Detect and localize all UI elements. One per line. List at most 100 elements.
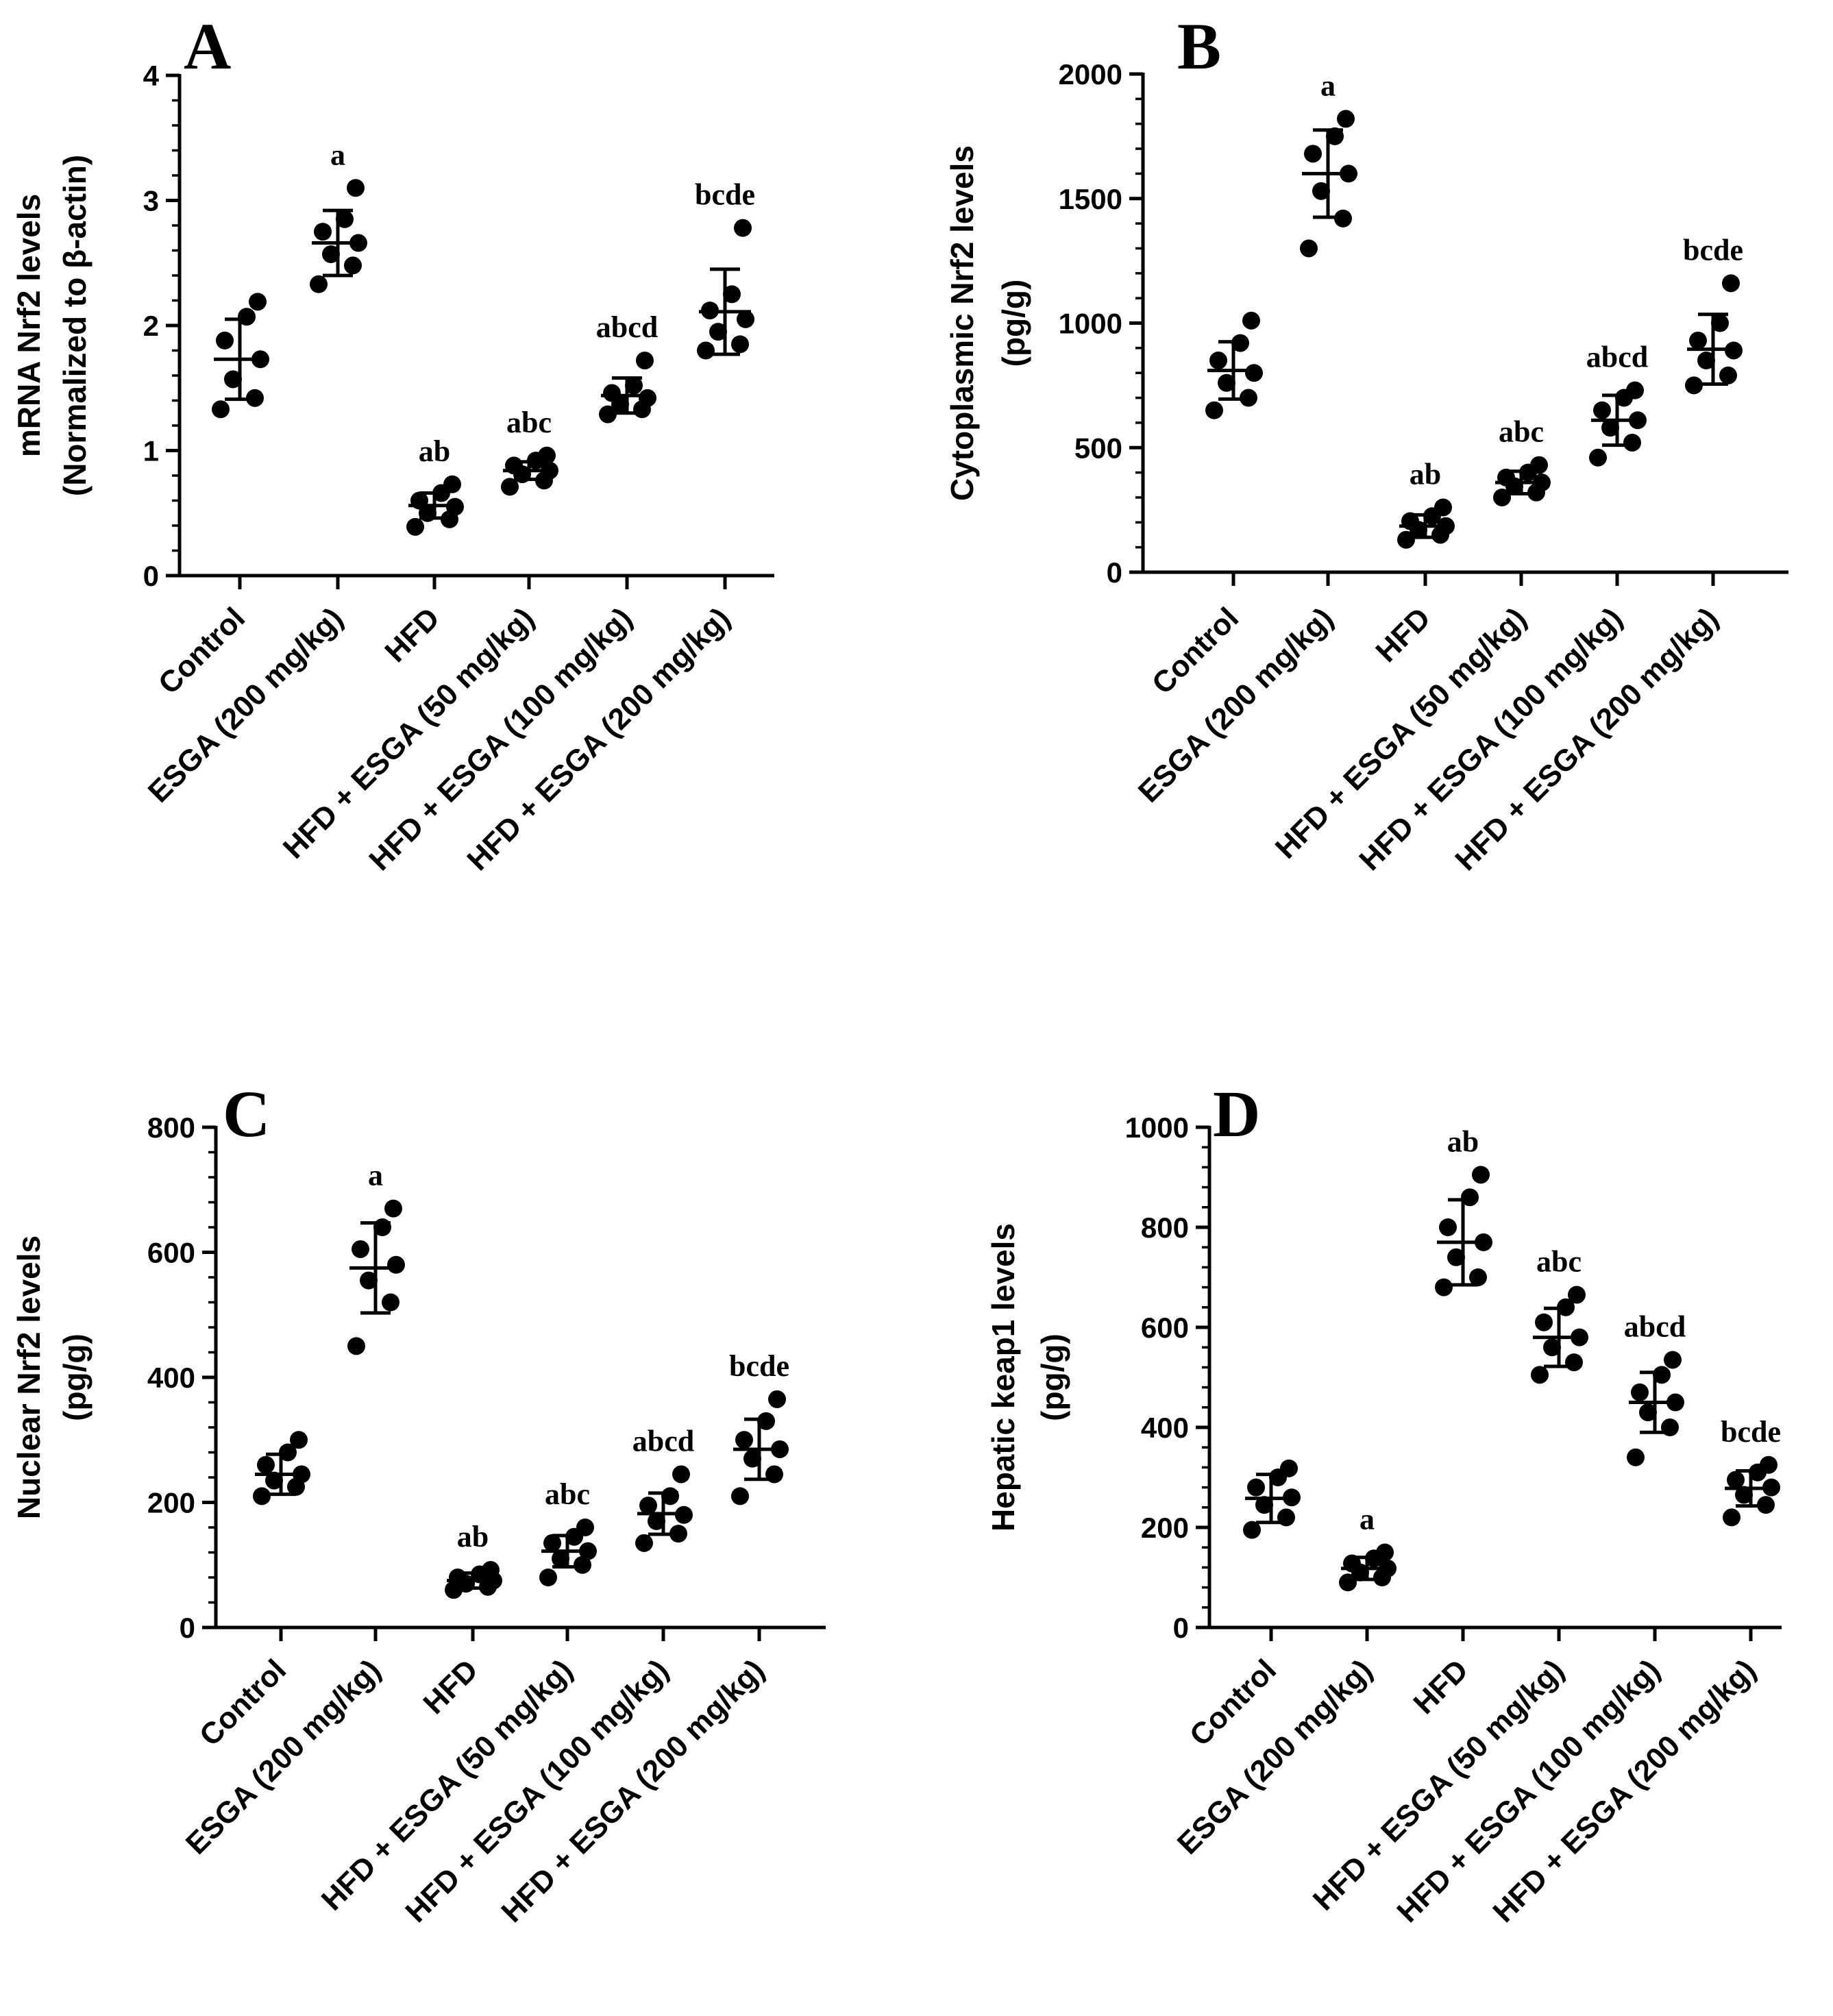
data-point — [1719, 366, 1737, 384]
data-point — [257, 1455, 275, 1474]
significance-label: a — [1360, 1503, 1375, 1536]
significance-label: abc — [506, 406, 552, 439]
significance-label: bcde — [695, 178, 755, 212]
data-point — [1631, 1383, 1649, 1401]
data-point — [1312, 182, 1330, 200]
y-tick-label: 500 — [1074, 432, 1122, 464]
data-point — [1543, 1338, 1561, 1357]
data-point — [639, 389, 656, 407]
data-point — [322, 245, 340, 263]
data-point — [737, 310, 754, 328]
data-point — [1337, 110, 1355, 128]
data-point — [1245, 364, 1263, 382]
data-point — [731, 1487, 749, 1505]
x-category-label: Control — [193, 1653, 293, 1752]
panel-a-mrna-nrf2: A 0 1 2 3 4 mRNA Nrf2 levels (Normalized to β-a… — [11, 10, 774, 877]
data-point — [406, 517, 424, 536]
significance-label: ab — [1447, 1124, 1479, 1158]
data-point — [538, 446, 556, 465]
y-tick-label: 600 — [1141, 1312, 1189, 1344]
data-point — [238, 308, 256, 326]
y-tick-label: 800 — [1141, 1212, 1189, 1244]
y-tick-label: 400 — [1141, 1412, 1189, 1444]
data-point — [1397, 530, 1415, 549]
significance-label: abcd — [596, 310, 658, 344]
data-point — [501, 478, 519, 496]
data-point — [279, 1443, 297, 1462]
data-point — [360, 1271, 378, 1290]
y-axis-label: (pg/g) — [57, 1333, 93, 1421]
y-axis-label: mRNA Nrf2 levels — [11, 194, 47, 457]
significance-label: abc — [545, 1477, 590, 1511]
y-axis-label: (pg/g) — [1035, 1333, 1070, 1421]
data-point — [1434, 498, 1452, 517]
data-point — [1711, 314, 1729, 332]
significance-label: bcde — [729, 1349, 789, 1383]
data-point — [1623, 433, 1641, 452]
data-point — [265, 1471, 283, 1490]
data-point — [1653, 1366, 1671, 1384]
y-axis-label: (Normalized to β-actin) — [57, 155, 93, 496]
significance-label: abc — [1536, 1245, 1582, 1279]
data-point — [743, 1449, 761, 1468]
data-point — [1300, 239, 1318, 258]
data-point — [539, 1569, 557, 1586]
data-point — [1727, 1471, 1745, 1489]
data-point — [1685, 376, 1703, 395]
data-point — [1243, 1521, 1261, 1539]
y-axis-label: Cytoplasmic Nrf2 levels — [944, 145, 980, 501]
data-point — [552, 1549, 569, 1568]
y-tick-label: 800 — [147, 1111, 195, 1144]
y-axis-label: (pg/g) — [996, 280, 1031, 367]
significance-label: abcd — [1624, 1310, 1686, 1343]
data-point — [344, 256, 362, 275]
data-point — [1461, 1188, 1479, 1207]
data-point — [253, 1487, 271, 1505]
y-tick-label: 0 — [1107, 556, 1122, 589]
data-point — [290, 1431, 308, 1449]
y-tick-label: 1000 — [1125, 1111, 1189, 1144]
data-point — [757, 1412, 775, 1430]
data-point — [1255, 1496, 1273, 1514]
data-point — [216, 331, 234, 349]
data-point — [1205, 401, 1223, 419]
panel-letter: C — [223, 1077, 270, 1151]
y-tick-label: 600 — [147, 1237, 195, 1269]
data-point — [1723, 1508, 1740, 1527]
data-point — [1435, 1278, 1453, 1296]
data-point — [635, 1534, 653, 1552]
data-point — [1530, 456, 1548, 474]
data-point — [314, 223, 332, 241]
data-point — [1593, 401, 1611, 419]
data-point — [735, 1431, 753, 1449]
data-point — [697, 341, 715, 360]
data-point — [1722, 274, 1740, 293]
significance-label: abcd — [632, 1424, 694, 1458]
panel-d-hepatic-keap1: D 0 200 400 600 800 1000 Hepatic keap1 levels (p… — [985, 1077, 1782, 1929]
data-point — [1304, 145, 1322, 163]
data-point — [1697, 352, 1715, 370]
significance-label: abc — [1499, 415, 1544, 449]
y-tick-label: 0 — [1173, 1612, 1189, 1644]
y-tick-label: 0 — [180, 1612, 195, 1644]
data-point — [443, 475, 461, 493]
data-point — [1601, 419, 1619, 437]
data-point — [1535, 1313, 1553, 1331]
data-point — [636, 352, 654, 370]
data-point — [599, 405, 617, 423]
significance-label: ab — [419, 434, 450, 468]
significance-label: bcde — [1721, 1415, 1781, 1449]
y-tick-label: 2 — [143, 310, 159, 342]
significance-label: abcd — [1586, 341, 1648, 374]
significance-label: bcde — [1683, 233, 1743, 267]
data-point — [543, 1534, 561, 1552]
x-category-label: HFD — [378, 601, 446, 669]
panel-c-nuclear-nrf2: C 0 200 400 600 800 Nuclear Nrf2 levels (pg/g) C… — [11, 1077, 826, 1929]
y-tick-label: 1500 — [1059, 183, 1122, 215]
x-category-label: HFD — [1369, 601, 1437, 669]
y-tick-label: 3 — [143, 185, 159, 217]
data-point — [1531, 1366, 1549, 1384]
y-tick-label: 1 — [143, 435, 159, 467]
data-point — [224, 370, 242, 389]
